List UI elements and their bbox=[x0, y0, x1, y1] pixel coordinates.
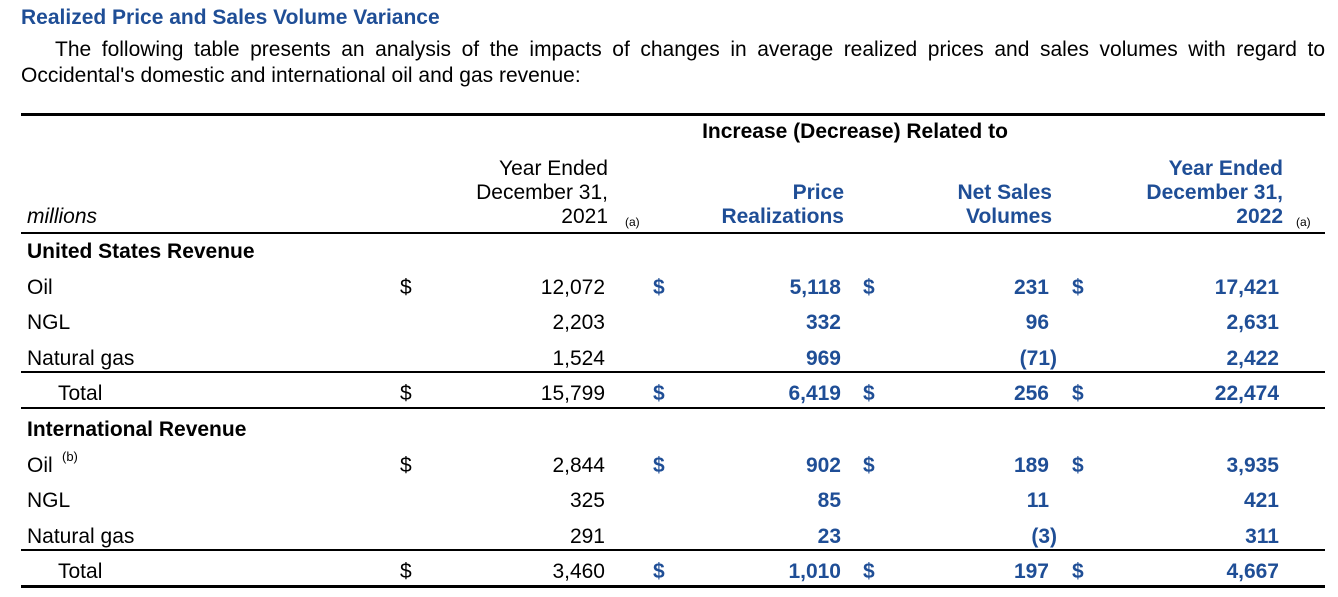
currency-sign: $ bbox=[653, 382, 665, 405]
section-bottom-rule bbox=[21, 407, 1325, 409]
col-2021-note: (a) bbox=[625, 215, 640, 229]
col-volume-line2: Volumes bbox=[966, 205, 1052, 228]
value-volume: (71) bbox=[1019, 347, 1057, 370]
table-row-label: Natural gas bbox=[27, 525, 135, 548]
value-volume: 231 bbox=[1013, 276, 1049, 299]
value-2021: 15,799 bbox=[540, 382, 605, 405]
section-title: Realized Price and Sales Volume Variance bbox=[21, 6, 440, 29]
table-row-label: NGL bbox=[27, 489, 71, 512]
currency-sign: $ bbox=[400, 560, 412, 583]
table-row-label: Oil bbox=[27, 276, 53, 299]
value-2021: 2,844 bbox=[552, 454, 605, 477]
currency-sign: $ bbox=[653, 276, 665, 299]
value-volume: (3) bbox=[1031, 525, 1057, 548]
value-price: 902 bbox=[805, 454, 841, 477]
total-row-label: Total bbox=[58, 560, 103, 583]
value-2021: 12,072 bbox=[540, 276, 605, 299]
currency-sign: $ bbox=[1072, 382, 1084, 405]
currency-sign: $ bbox=[1072, 276, 1084, 299]
currency-sign: $ bbox=[400, 382, 412, 405]
col-2021-line1: Year Ended bbox=[499, 157, 608, 180]
table-row-label: Natural gas bbox=[27, 347, 135, 370]
value-2021: 1,524 bbox=[552, 347, 605, 370]
value-2022: 2,422 bbox=[1226, 347, 1279, 370]
value-volume: 189 bbox=[1013, 454, 1049, 477]
col-volume-line1: Net Sales bbox=[957, 181, 1052, 204]
currency-sign: $ bbox=[400, 454, 412, 477]
intro-text: The following table presents an analysis… bbox=[21, 38, 1325, 87]
value-volume: 256 bbox=[1013, 382, 1049, 405]
value-2022: 421 bbox=[1243, 489, 1279, 512]
subtotal-rule bbox=[21, 549, 1325, 551]
col-2022-line1: Year Ended bbox=[1168, 157, 1283, 180]
value-2021: 2,203 bbox=[552, 311, 605, 334]
section-title: International Revenue bbox=[27, 418, 247, 441]
value-2022: 311 bbox=[1245, 525, 1279, 548]
value-volume: 11 bbox=[1026, 489, 1049, 512]
currency-sign: $ bbox=[1072, 454, 1084, 477]
currency-sign: $ bbox=[863, 560, 875, 583]
currency-sign: $ bbox=[653, 454, 665, 477]
intro-paragraph: The following table presents an analysis… bbox=[21, 37, 1325, 89]
col-2022-line2: December 31, bbox=[1146, 181, 1283, 204]
value-2022: 4,667 bbox=[1226, 560, 1279, 583]
value-2022: 2,631 bbox=[1226, 311, 1279, 334]
units-label: millions bbox=[27, 205, 98, 228]
col-2022-line3: 2022 bbox=[1236, 205, 1283, 228]
currency-sign: $ bbox=[400, 276, 412, 299]
total-row-label: Total bbox=[58, 382, 103, 405]
table-top-rule bbox=[21, 113, 1325, 116]
value-2021: 291 bbox=[569, 525, 605, 548]
col-2022-note: (a) bbox=[1296, 215, 1311, 229]
value-2022: 3,935 bbox=[1226, 454, 1279, 477]
subtotal-rule bbox=[21, 371, 1325, 373]
value-volume: 197 bbox=[1013, 560, 1049, 583]
group-header: Increase (Decrease) Related to bbox=[702, 120, 1008, 143]
currency-sign: $ bbox=[863, 454, 875, 477]
value-price: 23 bbox=[817, 525, 841, 548]
value-price: 85 bbox=[817, 489, 841, 512]
value-price: 6,419 bbox=[788, 382, 841, 405]
footnote-marker: (b) bbox=[62, 449, 78, 464]
value-volume: 96 bbox=[1025, 311, 1049, 334]
currency-sign: $ bbox=[653, 560, 665, 583]
value-price: 969 bbox=[805, 347, 841, 370]
value-2021: 3,460 bbox=[552, 560, 605, 583]
col-price-line2: Realizations bbox=[721, 205, 844, 228]
value-price: 332 bbox=[805, 311, 841, 334]
section-title: United States Revenue bbox=[27, 240, 255, 263]
value-2022: 17,421 bbox=[1214, 276, 1279, 299]
table-row-label: Oil bbox=[27, 454, 53, 477]
value-price: 5,118 bbox=[789, 276, 841, 299]
value-price: 1,010 bbox=[788, 560, 841, 583]
col-price-line1: Price bbox=[792, 181, 844, 204]
value-2021: 325 bbox=[569, 489, 605, 512]
currency-sign: $ bbox=[863, 276, 875, 299]
currency-sign: $ bbox=[1072, 560, 1084, 583]
value-2022: 22,474 bbox=[1214, 382, 1279, 405]
currency-sign: $ bbox=[863, 382, 875, 405]
table-bottom-rule bbox=[21, 585, 1325, 588]
col-2021-line2: December 31, bbox=[476, 181, 608, 204]
header-bottom-rule bbox=[21, 232, 1325, 234]
col-2021-line3: 2021 bbox=[561, 205, 608, 228]
table-row-label: NGL bbox=[27, 311, 71, 334]
